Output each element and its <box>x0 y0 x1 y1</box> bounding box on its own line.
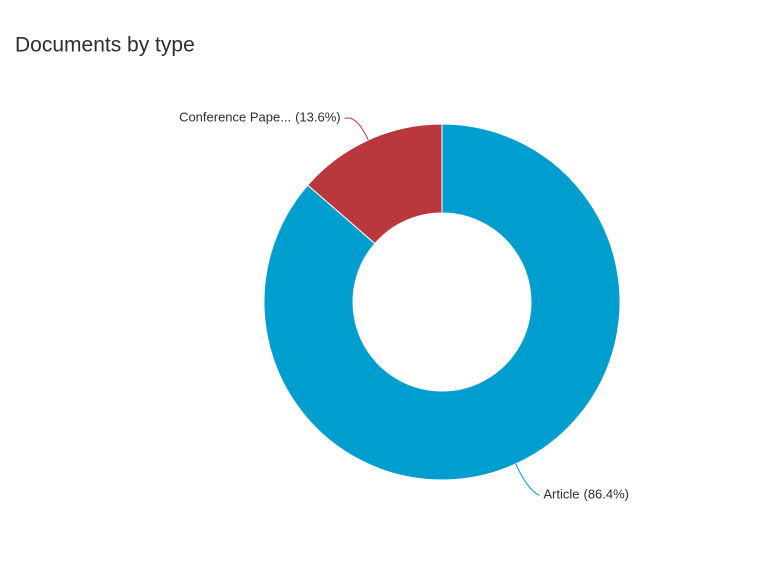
slice-value-label: (13.6%) <box>295 110 341 125</box>
slice-label: Article (86.4%) <box>543 487 629 502</box>
leader-line <box>515 463 540 496</box>
slice-value-label: (86.4%) <box>583 487 629 502</box>
donut-slice <box>307 123 443 245</box>
slice-name: Article <box>543 487 579 502</box>
donut-slice <box>263 123 621 481</box>
leader-line <box>344 117 369 141</box>
chart-title: Documents by type <box>15 34 195 57</box>
slice-name: Conference Pape... <box>179 110 291 125</box>
slice-label: Conference Pape... (13.6%) <box>179 110 341 125</box>
